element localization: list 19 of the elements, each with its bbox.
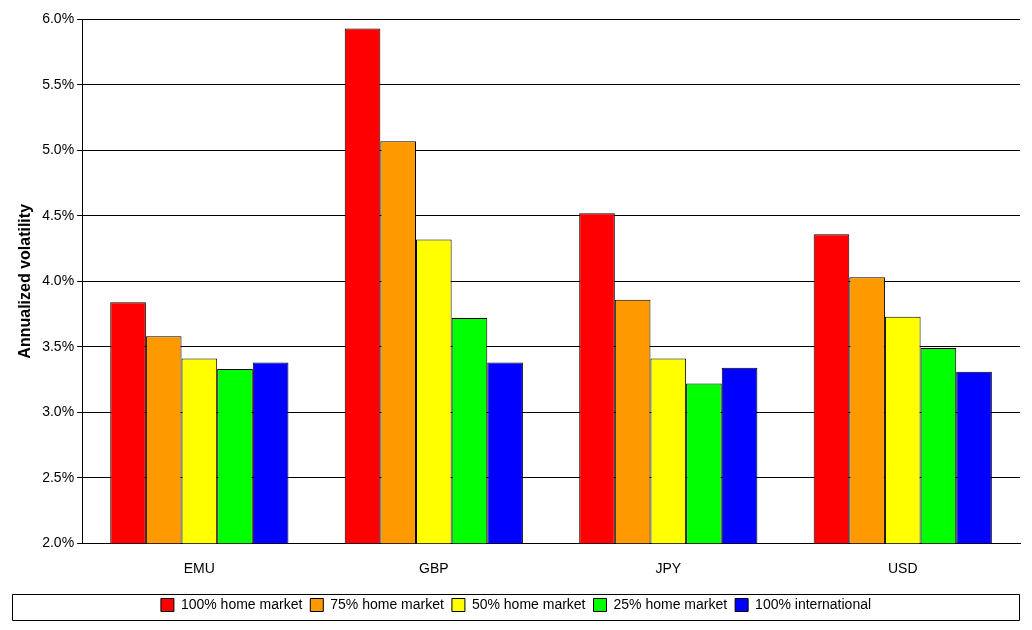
- x-tick-label: EMU: [183, 560, 215, 577]
- legend-label: 75% home market: [330, 595, 445, 612]
- x-tick-label: USD: [887, 560, 918, 577]
- y-tick-label: 3.0%: [42, 403, 75, 420]
- y-tick-label: 6.0%: [42, 10, 75, 27]
- y-tick-label: 4.0%: [42, 272, 75, 289]
- y-tick-label: 5.0%: [42, 141, 75, 158]
- legend-label: 100% home market: [180, 595, 303, 612]
- y-tick-label: 2.0%: [42, 534, 75, 551]
- y-tick-label: 4.5%: [42, 206, 75, 223]
- x-tick-label: GBP: [419, 560, 449, 577]
- y-tick-label: 3.5%: [42, 337, 75, 354]
- legend-label: 50% home market: [471, 595, 586, 612]
- y-axis-title: Annualized volatility: [16, 203, 34, 359]
- legend-label: 25% home market: [613, 595, 728, 612]
- legend-label: 100% international: [755, 595, 872, 612]
- y-tick-label: 2.5%: [42, 468, 75, 485]
- x-tick-label: JPY: [655, 560, 682, 577]
- y-tick-label: 5.5%: [42, 75, 75, 92]
